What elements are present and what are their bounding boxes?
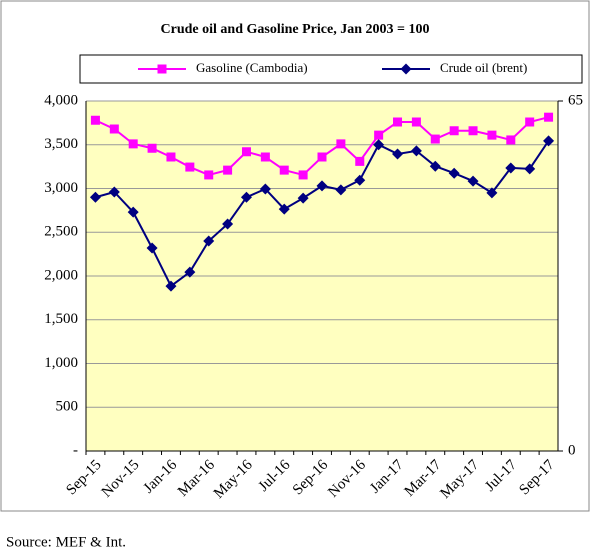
- marker: [487, 130, 497, 140]
- marker: [165, 280, 177, 292]
- legend-marker: [157, 64, 167, 74]
- marker: [259, 183, 271, 195]
- marker: [448, 167, 460, 179]
- marker: [127, 206, 139, 218]
- legend-label: Gasoline (Cambodia): [196, 60, 308, 75]
- y-tick-label: 1,000: [44, 355, 78, 371]
- marker: [467, 175, 479, 187]
- y-tick-label: -: [73, 442, 78, 458]
- marker: [297, 192, 309, 204]
- marker: [316, 180, 328, 192]
- source-note: Source: MEF & Int.: [6, 534, 126, 550]
- marker: [203, 235, 215, 247]
- marker: [506, 135, 516, 145]
- marker: [317, 152, 327, 162]
- marker: [336, 139, 346, 149]
- marker: [524, 163, 536, 175]
- marker: [544, 112, 554, 122]
- marker: [393, 117, 403, 127]
- marker: [128, 139, 138, 149]
- marker: [108, 186, 120, 198]
- marker: [278, 203, 290, 215]
- marker: [89, 191, 101, 203]
- marker: [543, 135, 555, 147]
- marker: [146, 242, 158, 254]
- marker: [260, 152, 270, 162]
- y-tick-label: 500: [56, 399, 79, 415]
- marker: [354, 174, 366, 186]
- marker: [147, 143, 157, 153]
- marker: [204, 170, 214, 180]
- y-tick-label: 2,500: [44, 224, 78, 240]
- marker: [374, 130, 384, 140]
- marker: [109, 124, 119, 134]
- marker: [240, 191, 252, 203]
- legend-label: Crude oil (brent): [440, 60, 527, 75]
- marker: [223, 165, 233, 175]
- marker: [166, 152, 176, 162]
- marker: [184, 266, 196, 278]
- marker: [505, 162, 517, 174]
- marker: [468, 126, 478, 136]
- marker: [525, 117, 535, 127]
- legend-marker: [400, 63, 412, 75]
- y-tick-label: 1,500: [44, 311, 78, 327]
- marker: [279, 165, 289, 175]
- y2-tick-label: 0: [568, 442, 576, 458]
- marker: [335, 184, 347, 196]
- marker: [449, 126, 459, 136]
- marker: [430, 134, 440, 144]
- y-tick-label: 2,000: [44, 267, 78, 283]
- marker: [410, 145, 422, 157]
- marker: [185, 162, 195, 172]
- y-tick-label: 3,500: [44, 136, 78, 152]
- marker: [373, 139, 385, 151]
- marker: [392, 148, 404, 160]
- y-tick-label: 3,000: [44, 180, 78, 196]
- marker: [486, 187, 498, 199]
- y2-tick-label: 65: [568, 92, 583, 108]
- marker: [355, 156, 365, 166]
- marker: [90, 115, 100, 125]
- marker: [222, 218, 234, 230]
- marker: [298, 170, 308, 180]
- chart-title: Crude oil and Gasoline Price, Jan 2003 =…: [161, 22, 430, 37]
- marker: [429, 160, 441, 172]
- marker: [411, 117, 421, 127]
- y-tick-label: 4,000: [44, 92, 78, 108]
- marker: [241, 147, 251, 157]
